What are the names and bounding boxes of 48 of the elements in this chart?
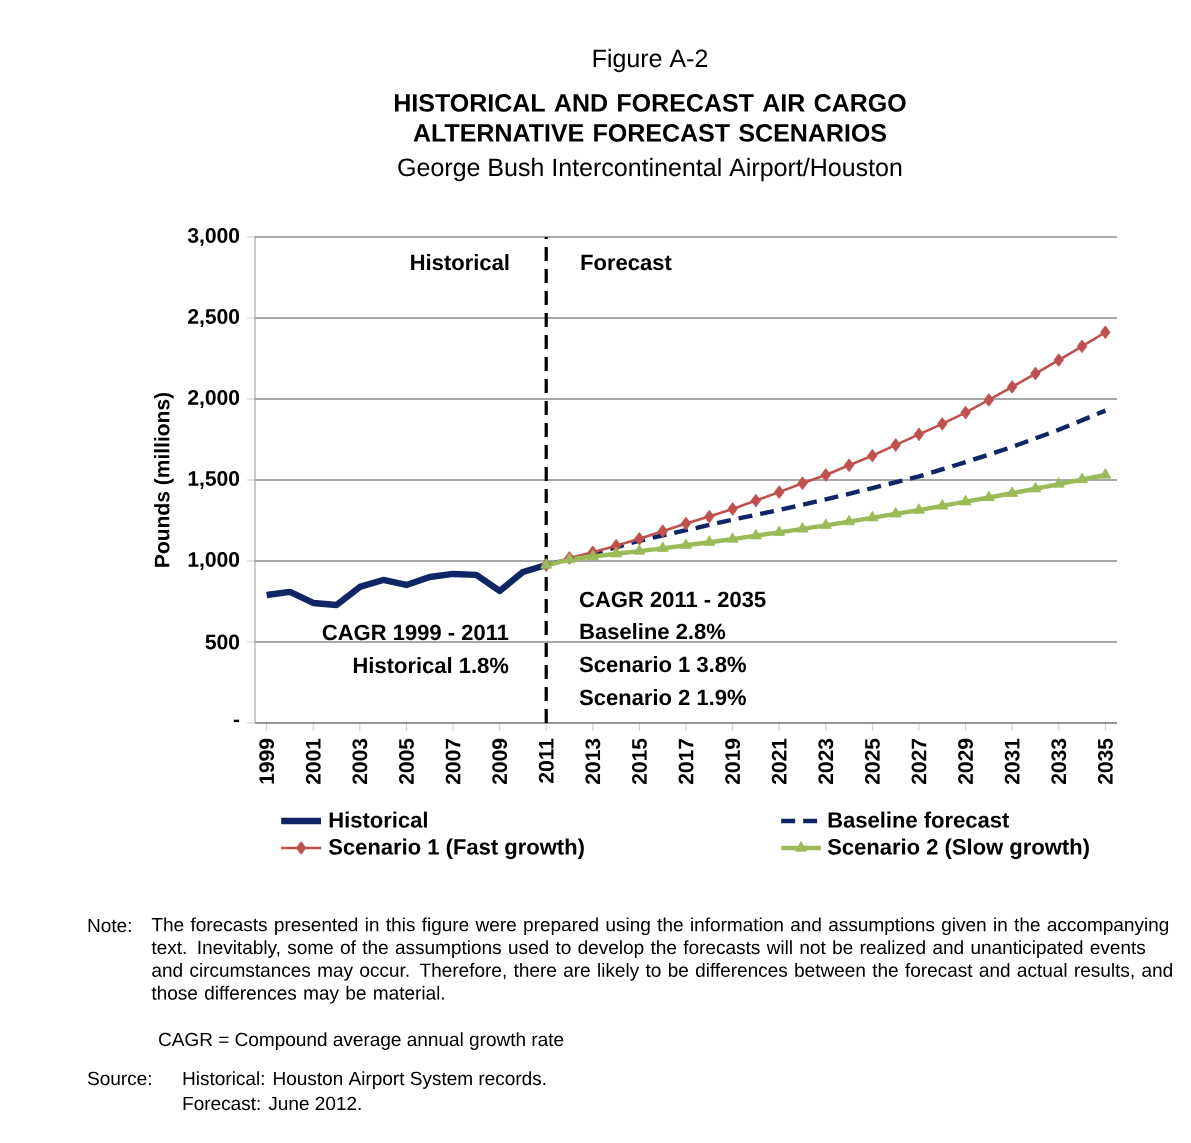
x-tick-label: 2017 [678,739,694,785]
x-tick-label: 2013 [585,738,601,785]
x-tick-label: 2011 [538,738,554,783]
legend-label: Scenario 1 (Fast growth) [328,838,584,860]
y-tick-label: 2,500 [188,309,240,327]
text: Note: [88,918,131,933]
annotation: Scenario 1 3.8% [579,656,746,673]
y-tick-label: 1,500 [188,471,240,489]
legend-label: Historical [329,811,427,828]
text: Figure A-2 [593,48,708,73]
annotation: Historical 1.8% [353,657,509,674]
annotation: Baseline 2.8% [580,623,726,640]
x-tick-label: 2015 [631,738,647,785]
x-tick-label: 2025 [864,738,880,785]
source-note: Source: [87,1071,151,1086]
x-tick-label: 2021 [771,738,787,785]
annotation: CAGR 2011 - 2035 [579,591,766,608]
text: CAGR = Compound average annual growth rate [159,1032,564,1050]
legend-label: Scenario 2 (Slow growth) [827,838,1089,860]
x-tick-label: 2035 [1097,738,1113,785]
x-tick-label: 2001 [305,738,321,785]
y-tick-label: 500 [205,634,240,650]
annotation: Historical [411,254,509,271]
y-tick-label: - [233,719,240,723]
y-tick-label: 3,000 [187,228,240,246]
x-tick-label: 2031 [1004,738,1020,785]
chart-title: HISTORICAL AND FORECAST AIR CARGO ALTERNATIVE FORECAST SCENARIOS [394,94,906,142]
x-tick-label: 1999 [259,738,275,784]
y-tick-label: 1,000 [188,552,240,570]
legend-label: Baseline forecast [828,811,1010,828]
x-tick-label: 2003 [352,738,368,785]
x-tick-label: 2009 [492,738,508,785]
chart-subtitle: George Bush Intercontinental Airport/Houston [398,157,902,182]
y-tick-label: 2,000 [188,390,240,408]
x-tick-label: 2027 [911,739,927,785]
x-tick-label: 2029 [958,738,974,785]
text: The forecasts presented in this figure were prepared using the information and assumptions given in the accompanying text. Inevitably, some of the assumptions used to develop the forecasts will not be realized and unanticipated events and circumstances may occur. Therefore, there are likely to be differences between the forecast and actual results, and those differences may be material. [151,917,1172,1004]
annotation: CAGR 1999 - 2011 [322,624,509,641]
y-axis-title: Pounds (millions) [154,392,174,567]
annotation: Forecast [581,254,672,271]
x-tick-label: 2023 [818,738,834,785]
text: Historical: Houston Airport System records. [183,1071,546,1089]
x-tick-label: 2007 [445,739,461,785]
annotation: Scenario 2 1.9% [579,689,746,706]
text: Forecast: June 2012. [183,1096,361,1111]
x-tick-label: 2019 [725,738,741,785]
x-tick-label: 2033 [1051,738,1067,785]
x-tick-label: 2005 [399,738,414,785]
